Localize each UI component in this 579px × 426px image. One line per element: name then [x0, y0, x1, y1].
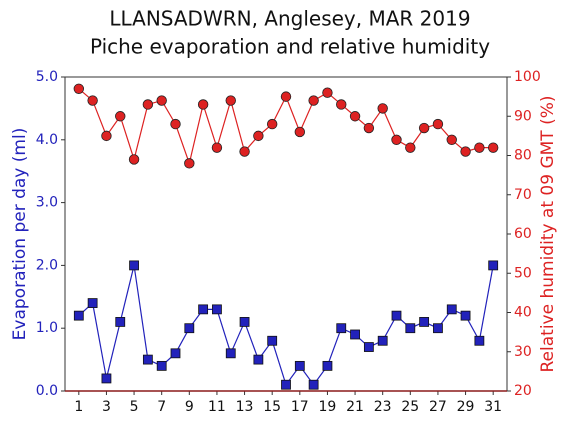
series-line [78, 265, 494, 387]
x-tick-label: 13 [236, 399, 254, 415]
x-tick-label: 5 [130, 399, 139, 415]
data-point [267, 335, 278, 346]
data-point [253, 354, 264, 365]
x-tick-label: 23 [374, 399, 392, 415]
data-point [212, 304, 222, 315]
data-point [198, 304, 209, 315]
data-point [115, 111, 126, 122]
data-point [115, 317, 126, 327]
data-point [170, 118, 181, 130]
data-point [225, 348, 236, 359]
data-point [211, 142, 223, 153]
y-tick-label: 2.0 [36, 257, 58, 273]
data-point [405, 142, 416, 153]
data-point [460, 310, 471, 321]
data-point [433, 323, 443, 334]
data-point [336, 323, 347, 334]
x-tick-label: 7 [157, 399, 166, 415]
data-point [336, 99, 347, 110]
x-tick-label: 31 [484, 399, 502, 415]
data-point [349, 111, 361, 122]
data-point [294, 126, 306, 138]
data-point [253, 130, 264, 142]
data-point [432, 118, 444, 130]
data-point [170, 348, 181, 359]
data-point [446, 134, 457, 146]
data-point [405, 323, 416, 334]
data-point [280, 91, 292, 102]
data-point [281, 379, 291, 390]
data-point [446, 304, 457, 315]
data-point [322, 87, 333, 98]
data-point [101, 130, 112, 142]
data-point [474, 335, 485, 346]
data-point [239, 317, 250, 327]
data-point [474, 142, 485, 153]
data-point [128, 154, 140, 165]
data-point [156, 95, 167, 106]
data-point [350, 329, 360, 340]
data-point [87, 95, 98, 106]
chart-title: LLANSADWRN, Anglesey, MAR 2019 [109, 7, 470, 31]
y2-tick-label: 20 [514, 383, 532, 399]
y2-tick-label: 70 [514, 187, 532, 203]
y-tick-label: 3.0 [36, 195, 58, 211]
y2-tick-label: 30 [514, 344, 532, 360]
data-point [129, 260, 139, 271]
data-point [377, 335, 388, 346]
data-point [487, 142, 499, 153]
x-tick-label: 19 [319, 399, 337, 415]
y-tick-label: 4.0 [36, 132, 58, 148]
x-tick-label: 15 [263, 399, 281, 415]
y2-tick-label: 100 [514, 69, 541, 85]
data-point [363, 342, 374, 352]
data-point [73, 83, 85, 94]
x-tick-label: 3 [102, 399, 111, 415]
chart-subtitle: Piche evaporation and relative humidity [90, 35, 490, 59]
y-tick-label: 5.0 [36, 69, 58, 85]
y-tick-label: 0.0 [36, 383, 58, 399]
y2-axis-label: Relative humidity at 09 GMT (%) [538, 95, 558, 372]
y2-tick-label: 90 [514, 108, 532, 124]
data-point [87, 298, 98, 308]
x-tick-label: 27 [429, 399, 447, 415]
y-tick-label: 1.0 [36, 320, 58, 336]
data-point [142, 354, 153, 365]
x-tick-label: 1 [74, 399, 83, 415]
data-point [184, 158, 195, 169]
data-point [294, 360, 305, 371]
data-point [308, 379, 319, 390]
data-point [391, 310, 402, 321]
data-point [488, 260, 499, 271]
x-tick-label: 17 [291, 399, 309, 415]
x-tick-label: 29 [457, 399, 475, 415]
data-point [156, 360, 167, 371]
x-tick-label: 11 [208, 399, 226, 415]
x-tick-label: 25 [401, 399, 419, 415]
data-point [322, 360, 333, 371]
data-point [266, 118, 278, 130]
data-point [377, 103, 388, 114]
data-point [142, 99, 154, 110]
data-point [363, 122, 375, 134]
y2-tick-label: 60 [514, 226, 532, 242]
y2-tick-label: 50 [514, 265, 532, 281]
data-point [73, 310, 84, 321]
data-point [184, 323, 195, 334]
y-axis-label: Evaporation per day (ml) [10, 128, 30, 341]
data-point [419, 317, 430, 327]
data-point [460, 146, 471, 157]
data-point [418, 122, 430, 134]
data-point [101, 373, 112, 384]
data-point [239, 146, 250, 157]
data-point [308, 95, 319, 106]
y2-tick-label: 80 [514, 148, 532, 164]
data-point [197, 99, 209, 110]
x-tick-label: 9 [185, 399, 194, 415]
x-tick-label: 21 [346, 399, 364, 415]
y2-tick-label: 40 [514, 305, 532, 321]
data-point [225, 95, 236, 106]
data-point [391, 134, 402, 146]
